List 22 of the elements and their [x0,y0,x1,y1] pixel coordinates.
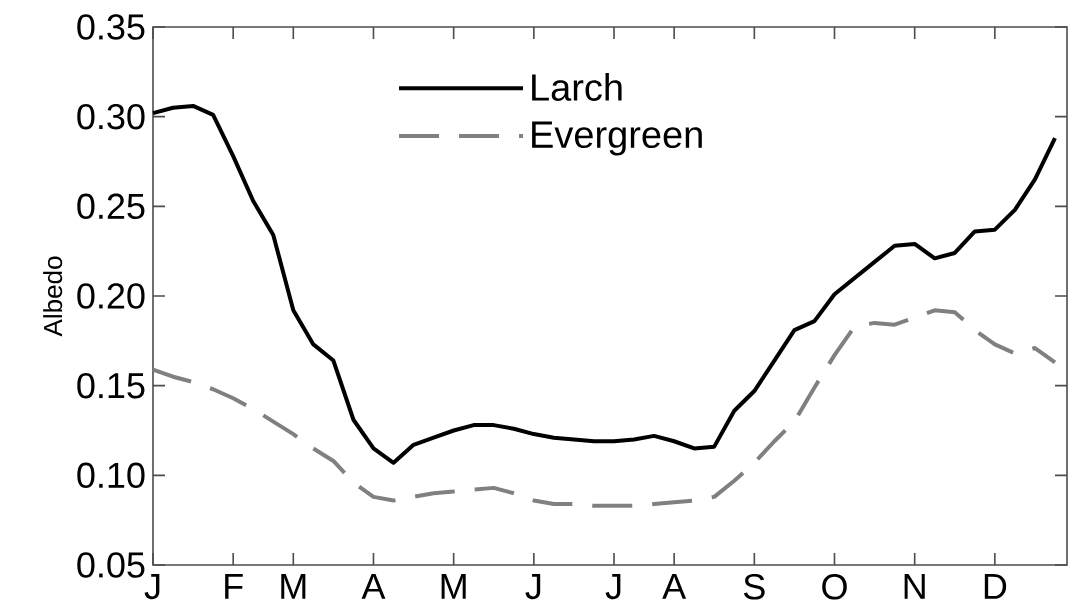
legend-label: Evergreen [532,121,702,156]
x-tick-label: S [743,574,765,600]
x-tick-label: M [441,574,466,599]
x-tick-label: N [904,574,925,599]
x-tick-label: J [525,574,541,600]
y-tick-label: 0.30 [77,103,145,130]
y-tick-label: 0.05 [77,552,145,578]
y-tick-label: 0.10 [77,462,145,489]
x-tick-label: A [361,574,386,599]
x-tick-label: A [662,574,687,599]
x-tick-label: J [144,574,160,600]
x-tick-label: D [984,574,1007,599]
y-tick-label: 0.35 [77,14,145,40]
y-tick-label: 0.25 [77,193,145,220]
y-tick-label: 0.20 [77,283,145,309]
y-tick-label: 0.15 [77,372,145,399]
legend-label: Larch [532,73,622,101]
x-tick-label: J [605,574,621,600]
y-axis-title: Albedo [43,256,63,337]
x-tick-label: F [225,574,243,599]
x-tick-label: M [281,574,306,599]
x-tick-label: O [822,574,847,600]
